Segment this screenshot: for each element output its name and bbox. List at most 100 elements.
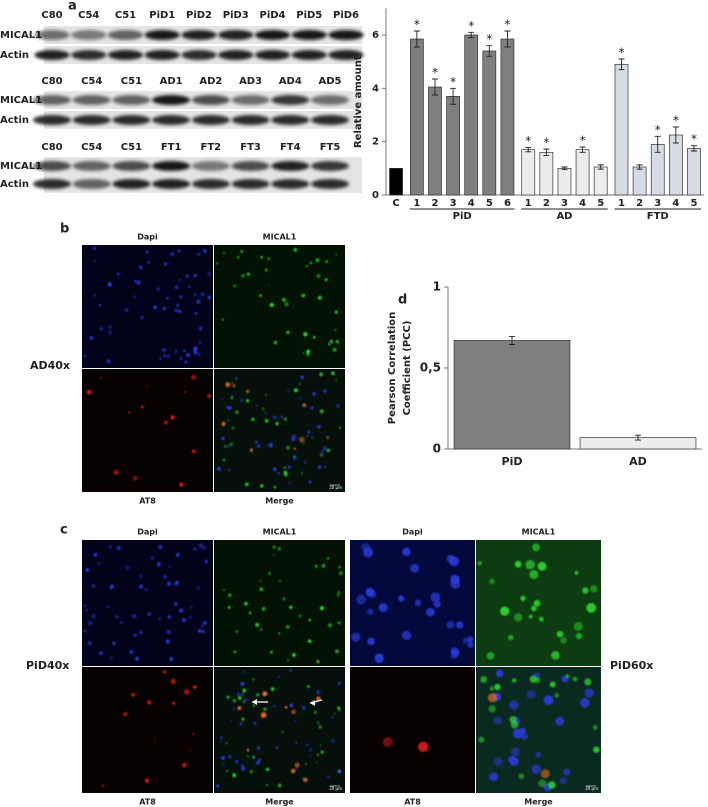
cell	[295, 741, 298, 744]
cell	[228, 469, 231, 472]
cell	[232, 699, 237, 703]
micrograph-title: MICAL1	[263, 233, 297, 242]
cell	[198, 341, 202, 344]
micrograph-at8	[82, 369, 213, 492]
cell	[240, 681, 245, 686]
cell	[241, 693, 244, 696]
blot-band	[181, 50, 217, 60]
cell	[537, 561, 547, 571]
blot-band	[271, 161, 310, 171]
bar	[557, 167, 572, 196]
blot-band	[107, 50, 144, 60]
blot-band	[191, 161, 230, 171]
cell	[182, 618, 186, 622]
y-axis-label: Coefficient (PCC)	[402, 321, 413, 416]
cell	[592, 725, 598, 730]
cell	[244, 601, 248, 606]
cell	[299, 396, 302, 400]
cell	[267, 571, 271, 575]
cell	[259, 627, 263, 631]
blot-band	[32, 115, 72, 125]
cell	[291, 709, 296, 715]
cell	[269, 302, 274, 308]
cell	[510, 747, 520, 757]
error-bar	[525, 147, 532, 153]
cell	[189, 749, 191, 751]
cell	[302, 442, 305, 445]
cell	[272, 415, 277, 419]
micrograph-title: Dapi	[137, 233, 158, 242]
lane-label: AD2	[199, 76, 222, 87]
cell	[232, 773, 237, 778]
cell	[489, 578, 495, 585]
row-label: Actin	[0, 115, 29, 126]
cell	[133, 295, 136, 298]
cell	[337, 590, 341, 594]
cell	[254, 440, 259, 444]
blot-band	[152, 115, 191, 125]
cell	[263, 707, 267, 712]
micrograph-mical	[214, 540, 345, 666]
error-bar	[431, 78, 438, 96]
cell	[179, 295, 183, 299]
cell	[248, 611, 252, 615]
cell	[559, 777, 567, 785]
cell	[539, 616, 544, 622]
row-label: MICAL1	[0, 161, 42, 172]
cell	[560, 637, 567, 644]
cell	[288, 481, 292, 485]
cell	[260, 255, 264, 259]
error-bar	[486, 45, 493, 57]
cell	[264, 268, 269, 272]
cell	[215, 262, 219, 265]
cell	[335, 404, 340, 408]
cell	[493, 716, 502, 725]
lane-label: PiD1	[149, 10, 175, 21]
cell	[174, 308, 178, 312]
cell	[511, 678, 517, 683]
cell	[235, 410, 239, 414]
cell	[317, 424, 321, 429]
cell	[132, 614, 137, 619]
blot-band	[32, 161, 72, 171]
cell	[259, 587, 264, 592]
cell	[141, 405, 144, 409]
lane-label: C51	[121, 76, 142, 87]
cell	[533, 599, 541, 607]
cell	[584, 688, 594, 698]
cell	[99, 651, 103, 655]
lane-label: C54	[81, 142, 102, 153]
cell	[240, 764, 245, 768]
cell	[98, 304, 101, 307]
cell	[237, 706, 242, 711]
micrograph-label: AD40x	[30, 359, 70, 372]
cell	[83, 354, 87, 358]
bar	[687, 147, 701, 196]
cell	[272, 704, 276, 708]
cell	[229, 442, 234, 446]
significance-marker: *	[619, 46, 625, 60]
cell	[317, 721, 319, 724]
cell	[302, 403, 307, 408]
significance-marker: *	[468, 19, 474, 33]
cell	[167, 615, 171, 619]
y-tick-label: 0	[433, 442, 441, 456]
significance-marker: *	[450, 75, 456, 89]
cell	[269, 650, 273, 654]
cell	[277, 675, 280, 678]
cell	[197, 628, 202, 633]
cell	[183, 689, 190, 695]
cell	[337, 621, 341, 625]
cell	[204, 559, 209, 564]
cell	[467, 641, 474, 648]
cell	[202, 546, 206, 549]
cell	[116, 545, 121, 551]
cell	[85, 608, 89, 612]
cell	[233, 650, 237, 654]
cell	[299, 436, 305, 443]
cell	[430, 592, 441, 603]
cell	[158, 544, 163, 550]
significance-marker: *	[525, 134, 531, 148]
cell	[185, 274, 189, 278]
cell	[191, 449, 196, 454]
